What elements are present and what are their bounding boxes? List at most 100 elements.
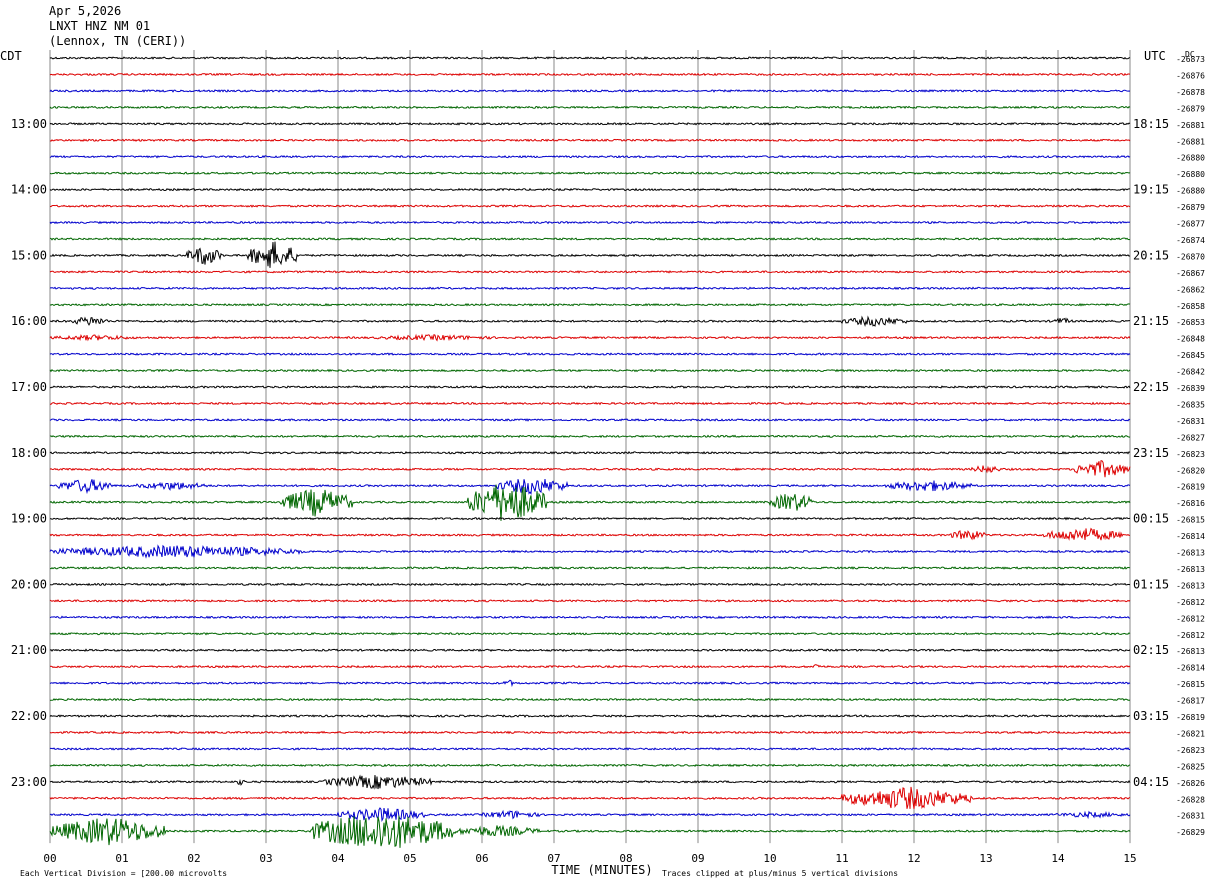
dc-offset-label: -26879 [1176, 104, 1205, 113]
seismic-trace [49, 484, 1131, 521]
dc-offset-label: -26820 [1176, 466, 1205, 475]
utc-hour-label: 22:15 [1133, 380, 1169, 394]
dc-offset-label: -26825 [1176, 762, 1205, 771]
cdt-hour-label: 21:00 [11, 643, 47, 657]
x-tick-label: 10 [763, 852, 776, 865]
dc-offset-label: -26823 [1176, 450, 1205, 459]
dc-offset-label: -26867 [1176, 269, 1205, 278]
seismic-trace [49, 352, 1131, 356]
seismic-trace [49, 434, 1131, 439]
seismic-trace [49, 566, 1131, 570]
dc-offset-label: -26812 [1176, 614, 1205, 623]
dc-offset-label: -26878 [1176, 88, 1205, 97]
dc-offset-label: -26819 [1176, 713, 1205, 722]
dc-offset-label: -26880 [1176, 154, 1205, 163]
seismic-trace [49, 56, 1131, 60]
x-tick-label: 05 [403, 852, 416, 865]
cdt-hour-label: 22:00 [11, 709, 47, 723]
seismic-trace [49, 270, 1131, 274]
dc-offset-label: -26881 [1176, 121, 1205, 130]
dc-offset-label: -26817 [1176, 697, 1205, 706]
seismic-trace [49, 204, 1131, 208]
seismic-trace [49, 315, 1131, 328]
cdt-hour-label: 19:00 [11, 512, 47, 526]
seismic-trace [49, 418, 1131, 422]
seismic-trace [49, 631, 1131, 636]
cdt-axis-label: CDT [0, 49, 22, 63]
x-tick-label: 11 [835, 852, 848, 865]
dc-offset-label: -26821 [1176, 729, 1205, 738]
x-tick-label: 13 [979, 852, 992, 865]
seismic-trace [49, 121, 1131, 126]
x-axis-title: TIME (MINUTES) [551, 863, 652, 877]
dc-offset-label: -26812 [1176, 631, 1205, 640]
station-location: (Lennox, TN (CERI)) [49, 34, 187, 48]
cdt-hour-label: 23:00 [11, 775, 47, 789]
dc-offset-label: -26814 [1176, 664, 1205, 673]
dc-offset-label: -26815 [1176, 680, 1205, 689]
dc-offset-label: -26839 [1176, 384, 1205, 393]
seismic-trace [49, 385, 1131, 389]
dc-offset-label: -26813 [1176, 549, 1205, 558]
seismic-trace [49, 815, 1131, 848]
utc-hour-label: 21:15 [1133, 314, 1169, 328]
seismic-trace [49, 368, 1131, 373]
cdt-hour-label: 14:00 [11, 183, 47, 197]
seismic-trace [49, 582, 1131, 587]
dc-offset-label: -26823 [1176, 746, 1205, 755]
x-tick-label: 01 [115, 852, 128, 865]
dc-offset-label: -26876 [1176, 71, 1205, 80]
seismic-trace [49, 302, 1131, 307]
x-tick-label: 06 [475, 852, 488, 865]
cdt-hour-label: 20:00 [11, 577, 47, 591]
seismic-trace [49, 138, 1131, 143]
footer-clip-note: Traces clipped at plus/minus 5 vertical … [662, 869, 898, 878]
dc-offset-label: -26816 [1176, 499, 1205, 508]
seismic-trace [49, 286, 1131, 291]
utc-hour-label: 00:15 [1133, 512, 1169, 526]
dc-offset-label: -26831 [1176, 417, 1205, 426]
utc-hour-label: 04:15 [1133, 775, 1169, 789]
x-tick-label: 03 [259, 852, 272, 865]
dc-offset-label: -26826 [1176, 779, 1205, 788]
cdt-hour-label: 17:00 [11, 380, 47, 394]
dc-offset-label: -26842 [1176, 368, 1205, 377]
dc-offset-label: -26819 [1176, 483, 1205, 492]
seismic-trace [49, 544, 1130, 559]
seismic-trace [49, 105, 1131, 110]
seismic-trace [49, 154, 1131, 159]
seismic-trace [49, 774, 1131, 790]
utc-axis-label: UTC [1144, 49, 1166, 63]
dc-offset-label: -26870 [1176, 252, 1205, 261]
dc-offset-label: -26827 [1176, 433, 1205, 442]
seismic-trace [49, 786, 1131, 810]
dc-offset-label: -26879 [1176, 203, 1205, 212]
x-tick-label: 15 [1123, 852, 1136, 865]
x-tick-label: 00 [43, 852, 56, 865]
seismic-trace [49, 333, 1131, 342]
cdt-hour-label: 16:00 [11, 314, 47, 328]
seismic-trace [49, 171, 1131, 175]
x-tick-label: 12 [907, 852, 920, 865]
seismic-trace [49, 460, 1131, 478]
seismic-trace [49, 479, 1131, 495]
dc-offset-label: -26813 [1176, 647, 1205, 656]
seismic-trace [49, 648, 1131, 653]
dc-offset-label: -26848 [1176, 335, 1205, 344]
seismic-trace [49, 714, 1131, 718]
dc-offset-label: -26862 [1176, 285, 1205, 294]
seismic-trace [50, 516, 1131, 521]
dc-offset-label: -26813 [1176, 581, 1205, 590]
dc-offset-label: -26853 [1176, 318, 1205, 327]
seismic-trace [49, 664, 1131, 669]
dc-offset-label: -26812 [1176, 598, 1205, 607]
x-tick-label: 04 [331, 852, 345, 865]
utc-hour-label: 23:15 [1133, 446, 1169, 460]
dc-offset-label: -26815 [1176, 516, 1205, 525]
x-tick-label: 14 [1051, 852, 1065, 865]
seismic-trace [50, 241, 1131, 268]
dc-offset-label: -26831 [1176, 812, 1205, 821]
dc-offset-label: -26873 [1176, 55, 1205, 64]
dc-offset-label: -26813 [1176, 565, 1205, 574]
